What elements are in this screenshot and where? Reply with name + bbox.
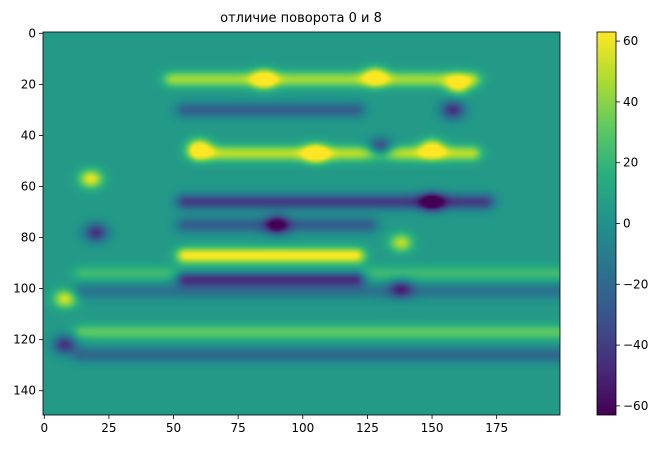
colorbar-tick-label: −20 bbox=[623, 277, 648, 291]
y-tick-label: 60 bbox=[21, 179, 36, 193]
colorbar-tick-label: 40 bbox=[623, 95, 638, 109]
colorbar bbox=[597, 32, 616, 415]
x-tick-label: 150 bbox=[421, 421, 444, 435]
y-tick-label: 120 bbox=[13, 333, 36, 347]
x-tick-label: 75 bbox=[231, 421, 246, 435]
y-tick-label: 100 bbox=[13, 282, 36, 296]
colorbar-axis: 60 40 20 0 −20 −40 −60 bbox=[616, 34, 648, 413]
y-tick-label: 20 bbox=[21, 77, 36, 91]
x-tick-label: 50 bbox=[166, 421, 181, 435]
x-tick-label: 25 bbox=[101, 421, 116, 435]
y-tick-label: 80 bbox=[21, 231, 36, 245]
y-tick-label: 40 bbox=[21, 128, 36, 142]
plot-frame bbox=[42, 31, 561, 416]
colorbar-tick-label: −60 bbox=[623, 399, 648, 413]
x-tick-label: 100 bbox=[291, 421, 314, 435]
x-tick-label: 125 bbox=[356, 421, 379, 435]
heatmap-image bbox=[43, 32, 560, 415]
y-axis: 0 20 40 60 80 100 120 140 bbox=[13, 26, 43, 398]
colorbar-tick-label: 60 bbox=[623, 34, 638, 48]
y-tick-label: 140 bbox=[13, 384, 36, 398]
x-axis: 0 25 50 75 100 125 150 175 bbox=[40, 415, 508, 435]
chart-title: отличие поворота 0 и 8 bbox=[220, 11, 382, 26]
colorbar-tick-label: 20 bbox=[623, 156, 638, 170]
x-tick-label: 175 bbox=[485, 421, 508, 435]
x-tick-label: 0 bbox=[40, 421, 48, 435]
colorbar-tick-label: −40 bbox=[623, 338, 648, 352]
y-tick-label: 0 bbox=[28, 26, 36, 40]
colorbar-tick-label: 0 bbox=[623, 217, 631, 231]
